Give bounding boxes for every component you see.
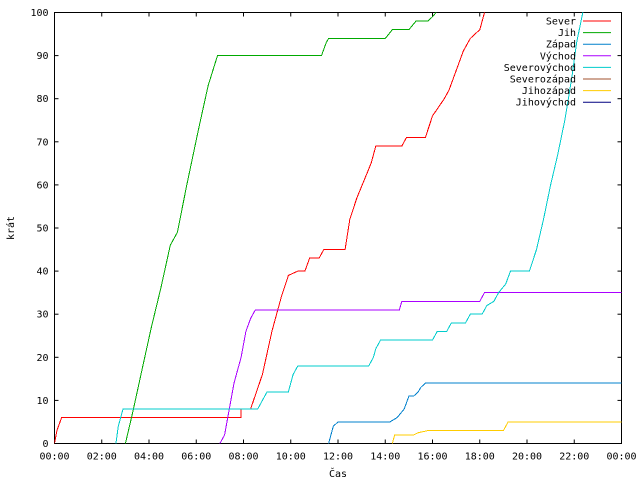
- legend-label: Severozápad: [510, 74, 576, 86]
- series-line-1: [54, 12, 486, 444]
- legend: SeverJihZápadVýchodSeverovýchodSeverozáp…: [504, 17, 611, 109]
- x-tick-label: 14:00: [370, 452, 400, 463]
- x-axis-ticks: 00:00 02:00 04:00 06:00 08:00 10:00 12:00 14:00…: [39, 12, 637, 463]
- series-line-7: [391, 421, 622, 444]
- series-layer: [54, 12, 622, 444]
- legend-label: Východ: [540, 50, 576, 62]
- y-tick-label: 100: [30, 8, 48, 19]
- y-tick-label: 70: [36, 137, 48, 148]
- y-tick-label: 10: [36, 396, 48, 407]
- x-tick-label: 16:00: [417, 452, 447, 463]
- y-tick-label: 60: [36, 180, 48, 191]
- x-tick-label: 06:00: [181, 452, 211, 463]
- x-axis-label: Čas: [329, 467, 347, 480]
- x-tick-label: 18:00: [465, 452, 495, 463]
- legend-label: Jih: [558, 28, 576, 39]
- x-tick-label: 20:00: [512, 452, 542, 463]
- y-tick-label: 20: [36, 353, 48, 364]
- y-tick-label: 0: [42, 439, 48, 450]
- legend-label: Západ: [546, 39, 576, 51]
- x-tick-label: 12:00: [323, 452, 353, 463]
- x-tick-label: 10:00: [276, 452, 306, 463]
- x-tick-label: 08:00: [228, 452, 258, 463]
- y-tick-label: 40: [36, 267, 48, 278]
- legend-label: Jihovýchod: [516, 97, 576, 109]
- x-tick-label: 04:00: [134, 452, 164, 463]
- y-axis-label: krát: [5, 216, 17, 240]
- y-tick-label: 50: [36, 224, 48, 235]
- series-line-5: [115, 12, 584, 444]
- y-tick-label: 80: [36, 94, 48, 105]
- y-axis-ticks: 0 10 20 30 40 50 60 70 80 90 100: [30, 8, 622, 450]
- y-tick-label: 30: [36, 310, 48, 321]
- x-tick-label: 00:00: [39, 452, 69, 463]
- series-line-4: [219, 292, 622, 444]
- x-tick-label: 02:00: [87, 452, 117, 463]
- legend-label: Jihozápad: [522, 85, 576, 97]
- series-line-3: [328, 382, 622, 444]
- series-line-2: [124, 12, 437, 444]
- x-tick-label: 00:00: [606, 452, 636, 463]
- legend-label: Sever: [546, 17, 576, 28]
- y-tick-label: 90: [36, 51, 48, 62]
- x-tick-label: 22:00: [559, 452, 589, 463]
- legend-label: Severovýchod: [504, 62, 576, 74]
